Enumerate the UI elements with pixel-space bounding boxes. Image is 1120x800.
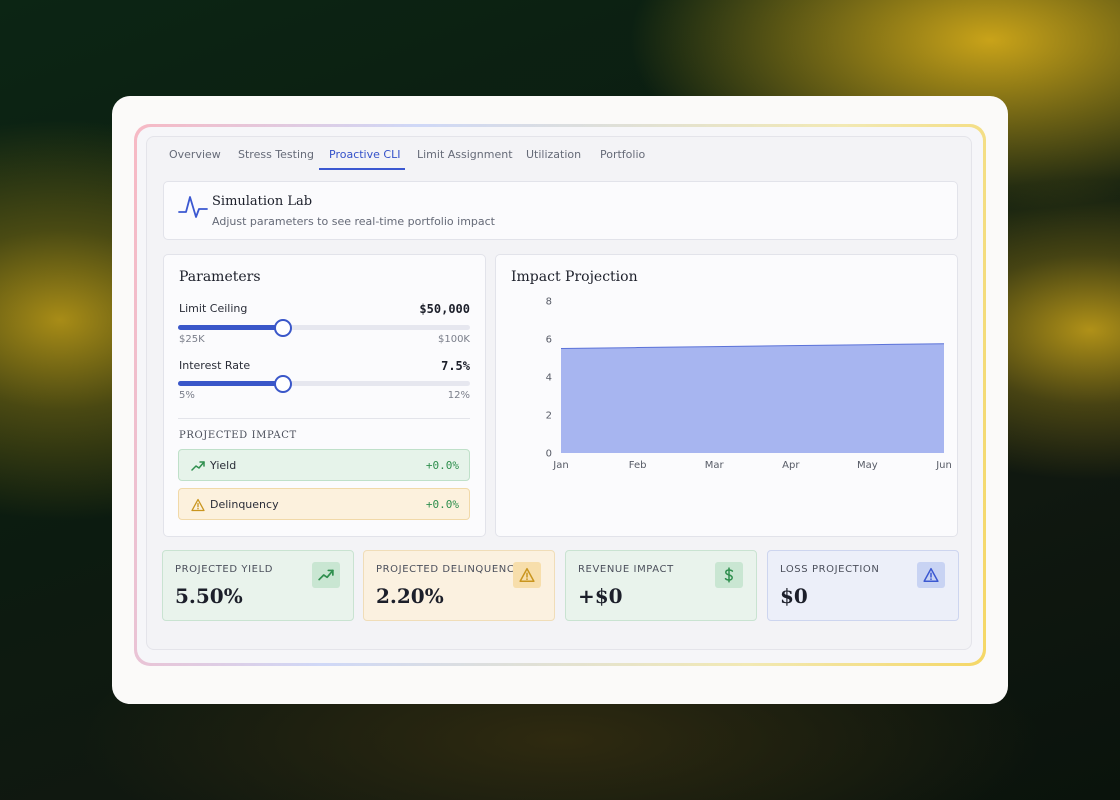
stat-card-revenue-impact: REVENUE IMPACT +$0	[565, 550, 757, 621]
parameters-panel: Parameters Limit Ceiling $50,000 $25K $1…	[163, 254, 486, 537]
y-tick-label: 6	[546, 335, 552, 346]
parameters-title: Parameters	[179, 269, 261, 285]
stat-label: PROJECTED DELINQUENCY	[376, 564, 521, 575]
delinquency-label: Delinquency	[210, 498, 279, 511]
stat-value: 2.20%	[376, 584, 444, 608]
tab-utilization[interactable]: Utilization	[526, 148, 582, 161]
y-tick-label: 2	[546, 411, 552, 422]
y-tick-label: 8	[546, 297, 552, 308]
simulation-lab-header: Simulation Lab Adjust parameters to see …	[163, 181, 958, 240]
trending-up-icon	[191, 461, 205, 471]
stat-card-loss-projection: LOSS PROJECTION $0	[767, 550, 959, 621]
warning-icon	[519, 567, 535, 583]
tab-overview[interactable]: Overview	[169, 148, 221, 161]
stat-value: 5.50%	[175, 584, 243, 608]
stat-icon-box	[715, 562, 743, 588]
yield-impact-row: Yield +0.0%	[178, 449, 470, 481]
stat-icon-box	[513, 562, 541, 588]
alert-triangle-icon	[923, 567, 939, 583]
impact-projection-panel: Impact Projection 0 2 4 6 8 Jan Feb Mar Apr May Ju…	[495, 254, 958, 537]
interest-rate-handle[interactable]	[274, 374, 293, 393]
impact-chart: 0 2 4 6 8 Jan Feb Mar Apr May Jun	[546, 297, 952, 472]
warning-icon	[191, 498, 205, 512]
x-tick-label: Jan	[552, 460, 568, 471]
stat-card-projected-delinquency: PROJECTED DELINQUENCY 2.20%	[363, 550, 555, 621]
delinquency-value: +0.0%	[425, 498, 459, 511]
interest-rate-min: 5%	[179, 390, 195, 401]
limit-ceiling-min: $25K	[179, 334, 205, 345]
area-series-line	[560, 343, 945, 349]
stat-label: LOSS PROJECTION	[780, 564, 880, 575]
x-tick-label: Feb	[629, 460, 647, 471]
interest-rate-fill	[178, 381, 284, 386]
interest-rate-max: 12%	[447, 390, 470, 401]
trending-up-icon	[318, 569, 334, 581]
tab-bar: Overview Stress Testing Proactive CLI Li…	[147, 137, 971, 171]
stat-label: PROJECTED YIELD	[175, 564, 274, 575]
tab-limit-assignment[interactable]: Limit Assignment	[417, 148, 513, 161]
interest-rate-label: Interest Rate	[179, 359, 251, 372]
limit-ceiling-fill	[178, 325, 284, 330]
x-tick-label: Jun	[935, 460, 952, 471]
limit-ceiling-max: $100K	[437, 334, 470, 345]
y-tick-label: 0	[546, 449, 552, 460]
active-tab-indicator	[319, 168, 405, 170]
interest-rate-slider[interactable]	[178, 374, 470, 393]
x-tick-label: May	[857, 460, 878, 471]
tab-stress-testing[interactable]: Stress Testing	[238, 148, 314, 161]
limit-ceiling-value: $50,000	[419, 302, 470, 316]
page-title: Simulation Lab	[212, 194, 313, 209]
limit-ceiling-handle[interactable]	[274, 318, 293, 337]
limit-ceiling-label: Limit Ceiling	[179, 302, 248, 315]
area-series	[561, 343, 944, 453]
yield-value: +0.0%	[425, 459, 459, 472]
x-tick-label: Apr	[782, 460, 800, 471]
yield-label: Yield	[210, 459, 237, 472]
interest-rate-value: 7.5%	[441, 359, 470, 373]
x-tick-label: Mar	[705, 460, 725, 471]
tab-portfolio[interactable]: Portfolio	[600, 148, 646, 161]
divider	[178, 418, 470, 419]
dashboard-window: Overview Stress Testing Proactive CLI Li…	[146, 136, 972, 650]
delinquency-impact-row: Delinquency +0.0%	[178, 488, 470, 520]
dollar-icon	[724, 567, 734, 583]
stat-card-projected-yield: PROJECTED YIELD 5.50%	[162, 550, 354, 621]
chart-title: Impact Projection	[511, 269, 638, 285]
page-subtitle: Adjust parameters to see real-time portf…	[212, 215, 495, 228]
y-tick-label: 4	[546, 373, 552, 384]
stat-value: +$0	[578, 584, 623, 608]
stat-icon-box	[312, 562, 340, 588]
tab-proactive-cli[interactable]: Proactive CLI	[329, 148, 401, 161]
limit-ceiling-slider[interactable]	[178, 318, 470, 337]
stat-value: $0	[780, 584, 808, 608]
pulse-icon	[178, 196, 208, 218]
stat-label: REVENUE IMPACT	[578, 564, 674, 575]
projected-impact-heading: PROJECTED IMPACT	[179, 430, 297, 441]
stat-icon-box	[917, 562, 945, 588]
